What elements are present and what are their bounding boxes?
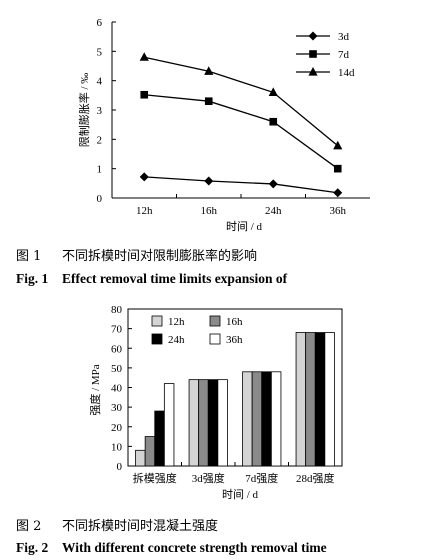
figure1-legend-label-14d: 14d — [338, 67, 355, 79]
figure2-bar-chart: 0 10 20 30 40 50 60 70 80 拆模强度 3d强度 7d强度 28d强度 12h 16… — [88, 304, 343, 501]
figure1-series-line-3d — [144, 176, 338, 194]
figure2-legend-label-16h: 16h — [226, 316, 243, 328]
figure2-bar-12h — [242, 371, 253, 467]
figure2-y-tick-label: 20 — [111, 422, 123, 434]
figure2-bar-16h — [144, 436, 156, 467]
figure1-point-7d — [204, 97, 213, 105]
figure1-legend-label-3d: 3d — [338, 31, 350, 43]
figure2-bar-16h — [198, 379, 209, 467]
figure1-y-tick-label: 2 — [97, 134, 103, 146]
figure1-legend-marker-14d — [308, 67, 318, 76]
figure1-legend-label-7d: 7d — [338, 49, 350, 61]
figure2-y-tick-label: 80 — [111, 304, 123, 316]
figure1-y-tick-label: 0 — [97, 193, 103, 205]
figure1-caption-en: Fig. 1 Effect removal time limits expansi… — [16, 271, 287, 287]
figure2-legend-swatch-16h — [209, 315, 221, 327]
figure2-legend-label-24h: 24h — [168, 334, 185, 346]
figure1-y-tick-label: 3 — [97, 105, 103, 117]
figure2-y-tick-label: 50 — [111, 363, 123, 375]
figure2-bar-36h — [163, 383, 175, 467]
figure1-caption-zh: 图 1 不同拆模时间对限制膨胀率的影响 — [16, 245, 257, 264]
figure1-y-tick-label: 4 — [97, 76, 103, 88]
figure2-caption-en-text: With different concrete strength removal… — [62, 540, 327, 555]
figure2-bar-12h — [188, 379, 200, 467]
figure2-caption-zh-number: 图 2 — [16, 519, 42, 534]
figure2-y-tick-label: 10 — [111, 441, 123, 453]
figure1-point-14d — [139, 52, 149, 61]
figure1-point-14d — [333, 140, 343, 150]
figure1-x-tick-label: 24h — [265, 205, 282, 217]
figure2-bar-36h — [217, 379, 228, 467]
figure1-series-line-7d — [144, 94, 339, 170]
figure2-x-axis-label: 时间 / d — [222, 488, 259, 501]
figure2-bar-24h — [261, 371, 272, 467]
figure1-point-3d — [333, 188, 343, 198]
figure1-point-14d — [268, 87, 278, 96]
figure2-caption-en: Fig. 2 With different concrete strength r… — [16, 540, 327, 556]
figure2-bar-24h — [314, 332, 326, 467]
figure1-caption-en-text: Effect removal time limits expansion of — [62, 271, 288, 286]
figure1-point-3d — [139, 172, 149, 182]
figure1-y-tick-label: 6 — [97, 17, 103, 29]
figure2-legend-swatch-12h — [151, 315, 163, 327]
figure2-x-tick-label: 28d强度 — [296, 471, 335, 485]
figure1-y-axis-label: 限制膨胀率 / ‰ — [77, 73, 91, 148]
figure2-y-tick-label: 40 — [111, 383, 123, 395]
figure2-legend-label-36h: 36h — [226, 334, 243, 346]
figure1-point-7d — [269, 117, 278, 126]
figure1-x-tick-label: 12h — [136, 205, 153, 217]
figure1-legend: 3d 7d 14d — [296, 31, 355, 79]
figure1-series-line-14d — [144, 56, 339, 147]
figure2-legend-swatch-24h — [151, 333, 163, 345]
figure1-series — [139, 52, 343, 198]
figure1-caption-zh-number: 图 1 — [16, 249, 42, 264]
figure2-y-tick-label: 30 — [111, 402, 123, 414]
figure1-x-tick-label: 16h — [201, 205, 218, 217]
figure1-y-tick-label: 1 — [97, 164, 103, 176]
figure2-caption-en-number: Fig. 2 — [16, 540, 49, 555]
figure2-bar-16h — [251, 371, 263, 467]
figure2-bar-12h — [295, 332, 307, 467]
figure1-point-3d — [268, 179, 278, 189]
figure1-point-7d — [140, 90, 149, 99]
figure2-bars — [135, 332, 335, 467]
figure1-legend-marker-7d — [309, 50, 317, 58]
figure2-bar-16h — [305, 332, 316, 467]
figure2-legend-label-12h: 12h — [168, 316, 185, 328]
figure2-y-tick-label: 0 — [117, 461, 123, 473]
figure2-legend: 12h 16h 24h 36h — [151, 315, 243, 346]
figure1-point-3d — [204, 176, 214, 186]
figure2-bar-24h — [154, 410, 165, 467]
figure2-bar-24h — [207, 379, 219, 467]
figure2-x-tick-label: 拆模强度 — [133, 471, 177, 485]
figure2-bar-12h — [135, 449, 146, 467]
figure1-caption-zh-text: 不同拆模时间对限制膨胀率的影响 — [62, 249, 258, 264]
figure1-legend-marker-3d — [308, 31, 318, 41]
figure2-y-tick-label: 70 — [111, 324, 123, 336]
figure1-point-14d — [204, 66, 214, 75]
figure1-caption-en-number: Fig. 1 — [16, 271, 49, 286]
figure2-y-axis-label: 强度 / MPa — [88, 364, 102, 415]
figure1-x-axis-label: 时间 / d — [226, 220, 263, 233]
figure1-line-chart: 0 1 2 3 4 5 6 12h 16h 24h 36h 3d 7d 14d 限制膨胀率 / ‰ 时间… — [77, 17, 370, 233]
figure2-bar-36h — [324, 332, 335, 467]
figure2-caption-zh: 图 2 不同拆模时间时混凝土强度 — [16, 515, 218, 534]
figure2-x-tick-label: 7d强度 — [245, 471, 278, 485]
figure1-x-tick-label: 36h — [330, 205, 347, 217]
figure2-y-tick-label: 60 — [111, 343, 123, 355]
figure2-x-tick-label: 3d强度 — [192, 471, 225, 485]
figure2-bar-36h — [270, 371, 282, 467]
figure1-y-tick-label: 5 — [97, 46, 103, 58]
figure1-point-7d — [333, 164, 342, 173]
figure2-caption-zh-text: 不同拆模时间时混凝土强度 — [62, 519, 219, 534]
figure2-legend-swatch-36h — [209, 333, 221, 345]
figure1-axes: 0 1 2 3 4 5 6 12h 16h 24h 36h — [97, 17, 370, 217]
figure2-axes: 0 10 20 30 40 50 60 70 80 拆模强度 3d强度 7d强度 28d强度 — [111, 304, 343, 485]
